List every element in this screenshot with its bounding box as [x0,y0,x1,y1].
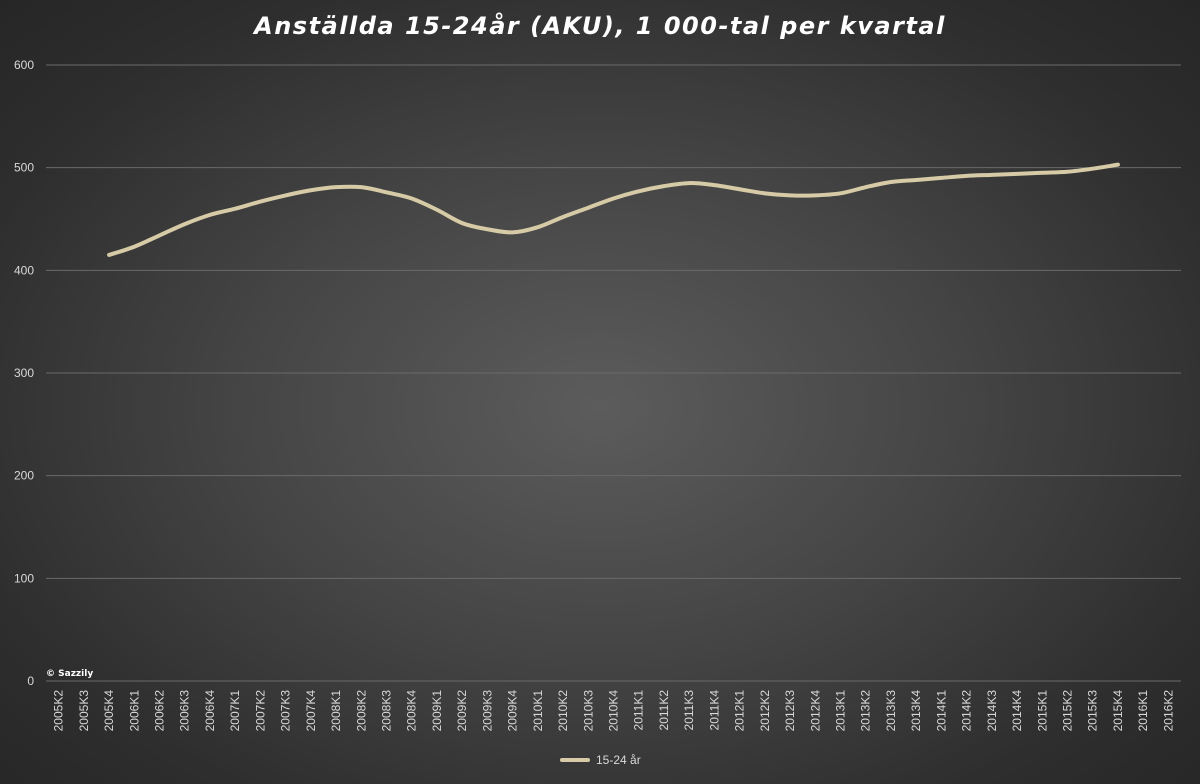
x-tick-label: 2010K2 [556,690,570,732]
x-tick-label: 2010K1 [531,690,545,732]
x-tick-label: 2005K2 [52,690,66,732]
x-tick-label: 2007K3 [279,690,293,732]
x-tick-label: 2006K3 [178,690,192,732]
x-tick-label: 2012K1 [733,690,747,732]
x-tick-label: 2005K3 [77,690,91,732]
x-tick-label: 2013K3 [884,690,898,732]
y-tick-label: 0 [27,674,34,688]
chart-title: Anställda 15-24år (AKU), 1 000-tal per k… [254,12,946,40]
series-layer [107,162,1120,257]
y-axis-tick-labels: 0 100 200 300 400 500 600 [14,58,34,688]
gridlines [46,64,1181,682]
x-tick-label: 2009K4 [506,690,520,732]
x-tick-label: 2007K2 [253,690,267,732]
legend-swatch [560,758,590,762]
series-line-0 [107,162,1120,257]
x-tick-label: 2016K1 [1136,690,1150,732]
x-tick-label: 2011K1 [632,690,646,731]
x-tick-label: 2010K3 [581,690,595,732]
x-tick-label: 2008K3 [380,690,394,732]
x-tick-label: 2008K2 [354,690,368,732]
x-tick-label: 2008K4 [405,690,419,732]
x-tick-label: 2014K4 [1010,690,1024,732]
x-tick-label: 2015K4 [1111,690,1125,732]
x-tick-label: 2016K2 [1161,690,1175,732]
x-tick-label: 2014K3 [985,690,999,732]
legend-label: 15-24 år [596,753,641,767]
x-tick-label: 2013K1 [834,690,848,732]
y-tick-label: 200 [14,469,34,483]
x-tick-label: 2013K4 [909,690,923,732]
x-tick-label: 2010K4 [607,690,621,732]
x-tick-label: 2006K1 [127,690,141,732]
y-tick-label: 600 [14,58,34,72]
x-tick-label: 2015K1 [1035,690,1049,732]
x-tick-label: 2009K1 [430,690,444,732]
x-tick-label: 2009K3 [480,690,494,732]
y-tick-label: 500 [14,161,34,175]
x-tick-label: 2012K2 [758,690,772,732]
x-axis-tick-labels: 2005K2 2005K3 2005K4 2006K1 2006K2 2006K3 2006… [52,690,1176,732]
x-tick-label: 2012K4 [808,690,822,732]
x-tick-label: 2015K2 [1061,690,1075,732]
y-tick-label: 400 [14,263,34,277]
x-tick-label: 2014K1 [934,690,948,732]
y-tick-label: 100 [14,571,34,585]
x-tick-label: 2007K4 [304,690,318,732]
x-tick-label: 2011K3 [682,690,696,731]
x-tick-label: 2012K3 [783,690,797,732]
x-tick-label: 2006K2 [153,690,167,732]
x-tick-label: 2008K1 [329,690,343,732]
legend: 15-24 år [560,752,641,768]
x-tick-label: 2007K1 [228,690,242,732]
x-tick-label: 2009K2 [455,690,469,732]
x-tick-label: 2014K2 [960,690,974,732]
x-tick-label: 2015K3 [1086,690,1100,732]
x-tick-label: 2011K4 [707,690,721,731]
y-tick-label: 300 [14,366,34,380]
x-tick-label: 2006K4 [203,690,217,732]
x-tick-label: 2011K2 [657,690,671,731]
x-tick-label: 2005K4 [102,690,116,732]
copyright-watermark: © Sazzily [46,669,94,679]
x-tick-label: 2013K2 [859,690,873,732]
